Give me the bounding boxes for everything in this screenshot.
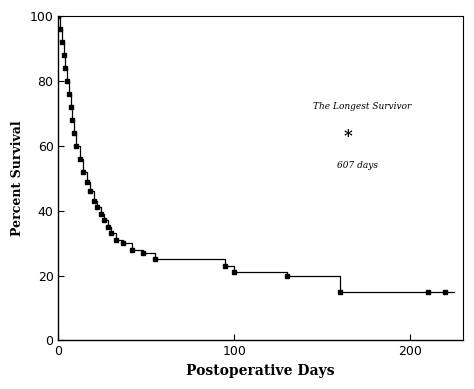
Text: *: * [343,128,352,145]
Y-axis label: Percent Survival: Percent Survival [11,121,24,236]
Text: 607 days: 607 days [337,161,379,170]
Text: The Longest Survivor: The Longest Survivor [313,102,411,111]
X-axis label: Postoperative Days: Postoperative Days [186,364,335,378]
